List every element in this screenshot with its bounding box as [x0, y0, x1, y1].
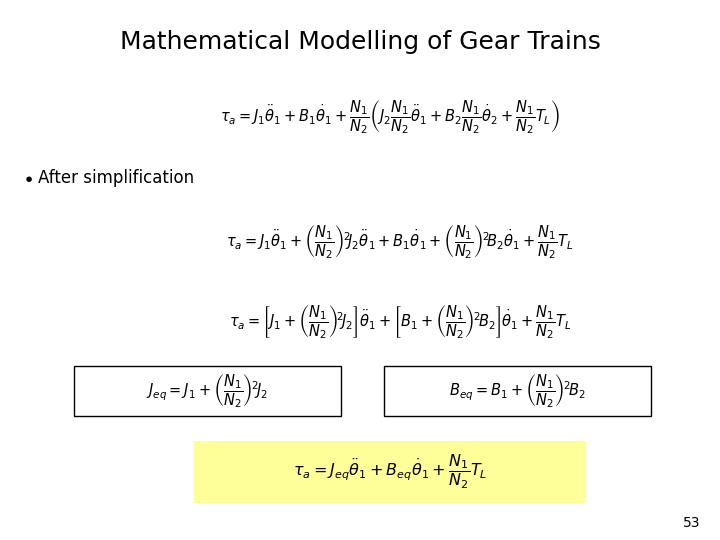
Text: $J_{eq} = J_1 + \left(\dfrac{N_1}{N_2}\right)^{\!2}\!J_2$: $J_{eq} = J_1 + \left(\dfrac{N_1}{N_2}\r…: [146, 372, 268, 410]
FancyBboxPatch shape: [194, 441, 586, 503]
FancyBboxPatch shape: [384, 366, 651, 416]
FancyBboxPatch shape: [74, 366, 341, 416]
Text: $B_{eq} = B_1 + \left(\dfrac{N_1}{N_2}\right)^{\!2}\!B_2$: $B_{eq} = B_1 + \left(\dfrac{N_1}{N_2}\r…: [449, 372, 585, 410]
Text: After simplification: After simplification: [38, 169, 194, 187]
Text: 53: 53: [683, 516, 700, 530]
Text: $\tau_a = J_{eq}\ddot{\theta}_1 + B_{eq}\dot{\theta}_1 + \dfrac{N_1}{N_2}T_L$: $\tau_a = J_{eq}\ddot{\theta}_1 + B_{eq}…: [293, 453, 487, 491]
Text: $\tau_a = J_1\ddot{\theta}_1 + \left(\dfrac{N_1}{N_2}\right)^{\!2}\!J_2\ddot{\th: $\tau_a = J_1\ddot{\theta}_1 + \left(\df…: [226, 223, 574, 261]
Text: $\tau_a = \left[J_1 + \left(\dfrac{N_1}{N_2}\right)^{\!2}\!J_2\right]\ddot{\thet: $\tau_a = \left[J_1 + \left(\dfrac{N_1}{…: [229, 303, 572, 341]
Text: $\tau_a = J_1\ddot{\theta}_1 + B_1\dot{\theta}_1 + \dfrac{N_1}{N_2}\left(J_2\dfr: $\tau_a = J_1\ddot{\theta}_1 + B_1\dot{\…: [220, 98, 560, 136]
Text: Mathematical Modelling of Gear Trains: Mathematical Modelling of Gear Trains: [120, 30, 600, 54]
Text: $\bullet$: $\bullet$: [22, 168, 33, 187]
